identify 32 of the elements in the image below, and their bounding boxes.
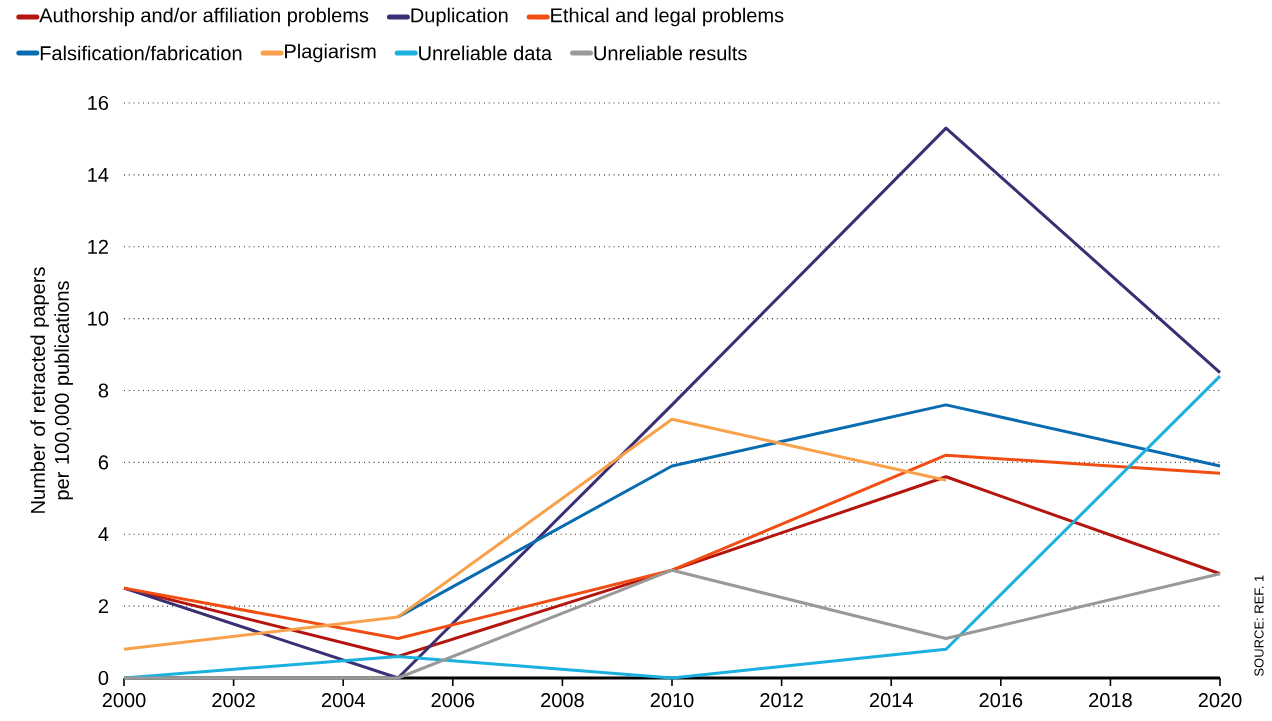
legend-label: Falsification/fabrication — [40, 45, 242, 61]
x-tick-label: 2016 — [979, 693, 1023, 708]
y-tick-label: 8 — [98, 383, 109, 398]
x-tick-label: 2018 — [1089, 693, 1132, 708]
x-tick-label: 2004 — [321, 693, 365, 708]
x-tick-label: 2008 — [541, 693, 584, 708]
x-tick-label: 2002 — [212, 693, 255, 708]
legend-label: Ethical and legal problems — [551, 7, 784, 27]
x-tick-label: 2020 — [1198, 693, 1242, 708]
y-axis-title: Number of retracted papers per 100,000 publications — [30, 267, 73, 513]
y-tick-label: 0 — [98, 670, 109, 686]
y-tick-label: 14 — [88, 167, 109, 182]
line-series — [122, 417, 948, 651]
y-tick-label: 6 — [98, 455, 109, 470]
y-tick-label: 2 — [98, 599, 108, 614]
line-series — [122, 568, 1222, 680]
x-tick-label: 2014 — [869, 693, 913, 708]
legend-label: Authorship and/or affiliation problems — [39, 7, 369, 27]
x-tick-label: 2010 — [650, 693, 694, 708]
line-series — [122, 453, 1222, 640]
x-tick-label: 2006 — [431, 693, 475, 708]
legend-label: Duplication — [411, 7, 508, 27]
legend-label: Unreliable data — [419, 45, 553, 61]
y-tick-label: 10 — [88, 311, 109, 326]
y-tick-label: 12 — [88, 239, 108, 254]
y-tick-label: 4 — [98, 527, 109, 542]
x-tick-label: 2000 — [102, 693, 146, 708]
legend-label: Unreliable results — [594, 45, 747, 61]
legend-label: Plagiarism — [285, 43, 376, 63]
source-note: SOURCE: REF. 1 — [1254, 575, 1264, 676]
y-tick-label: 16 — [88, 95, 109, 111]
x-tick-label: 2012 — [760, 693, 803, 708]
